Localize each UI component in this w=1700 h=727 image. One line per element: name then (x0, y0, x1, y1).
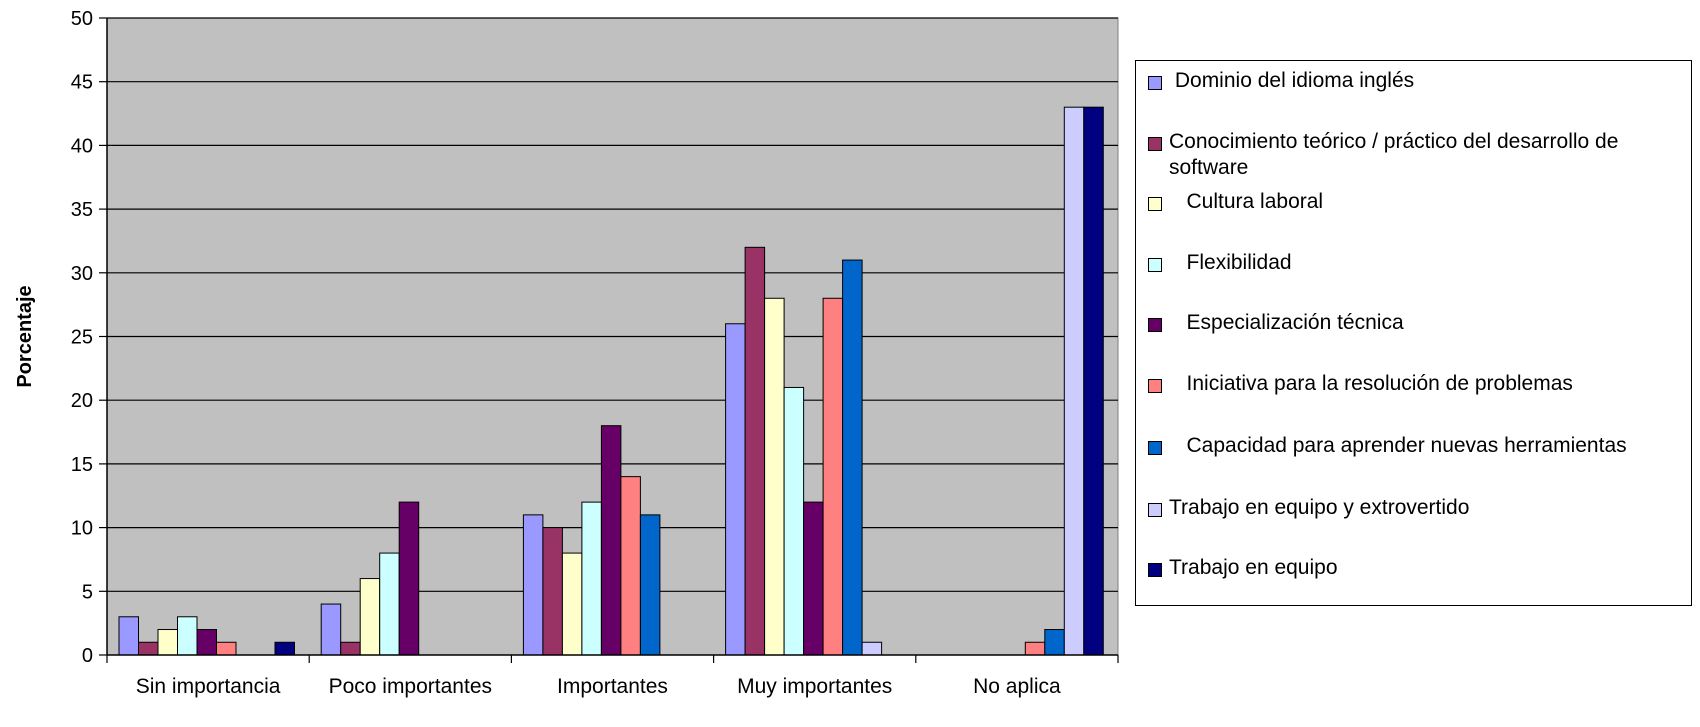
bar (581, 501, 602, 656)
y-tick-label: 10 (71, 518, 93, 540)
bar (620, 476, 641, 656)
y-tick-label: 20 (71, 390, 93, 412)
legend: Dominio del idioma inglés Conocimiento te… (1135, 60, 1692, 606)
bars (118, 106, 1104, 656)
y-tick-label: 5 (82, 581, 93, 603)
bar (842, 259, 863, 656)
bar (1083, 106, 1104, 656)
x-category-label: Importantes (557, 675, 668, 698)
y-tick-label: 35 (71, 199, 93, 221)
legend-item: Cultura laboral (1148, 189, 1678, 215)
bar (398, 501, 420, 656)
legend-label: Conocimiento teórico / práctico del desa… (1169, 130, 1625, 179)
legend-swatch (1148, 258, 1162, 272)
y-tick-label: 0 (82, 645, 93, 667)
legend-swatch (1148, 76, 1162, 90)
y-axis-title: Porcentaje (14, 285, 36, 387)
legend-label: Capacidad para aprender nuevas herramien… (1169, 434, 1627, 457)
bar (1044, 629, 1065, 656)
bar (1063, 106, 1085, 656)
y-tick-label: 15 (71, 454, 93, 476)
legend-label: Trabajo en equipo (1169, 556, 1338, 579)
bar (118, 616, 139, 656)
y-tick-label: 40 (71, 135, 93, 157)
bar (861, 641, 883, 656)
bar (379, 552, 400, 656)
bar (320, 603, 342, 656)
legend-swatch (1148, 503, 1162, 517)
bar (783, 386, 805, 656)
y-tick-label: 45 (71, 72, 93, 94)
legend-label: Cultura laboral (1169, 190, 1324, 213)
legend-item: Capacidad para aprender nuevas herramien… (1148, 433, 1678, 459)
legend-item: Dominio del idioma inglés (1148, 68, 1678, 94)
bar (274, 641, 295, 656)
x-category-label: Sin importancia (136, 675, 281, 698)
bar (639, 514, 661, 656)
legend-swatch (1148, 379, 1162, 393)
legend-label: Dominio del idioma inglés (1169, 69, 1415, 92)
bar (340, 641, 361, 656)
x-category-label: No aplica (973, 675, 1061, 698)
y-tick-labels: 0 5 10 15 20 25 30 35 40 45 50 (71, 8, 93, 667)
bar (216, 641, 237, 656)
legend-swatch (1148, 137, 1162, 151)
legend-swatch (1148, 197, 1162, 211)
legend-label: Flexibilidad (1169, 251, 1292, 274)
legend-item: Especialización técnica (1148, 310, 1678, 336)
x-category-label: Poco importantes (329, 675, 492, 698)
bar (1024, 641, 1046, 656)
legend-swatch (1148, 318, 1162, 332)
bar (542, 527, 563, 656)
legend-item: Trabajo en equipo (1148, 555, 1678, 581)
bar (764, 297, 785, 656)
legend-swatch (1148, 563, 1162, 577)
y-tick-label: 30 (71, 263, 93, 285)
gridlines (107, 17, 1118, 592)
bar (725, 323, 746, 656)
bar (522, 514, 544, 656)
bar (744, 246, 766, 656)
legend-item: Trabajo en equipo y extrovertido (1148, 495, 1678, 521)
y-tick-label: 25 (71, 327, 93, 349)
legend-item: Flexibilidad (1148, 250, 1678, 276)
bar (561, 552, 583, 656)
legend-item: Iniciativa para la resolución de problem… (1148, 371, 1678, 397)
legend-label: Especialización técnica (1169, 311, 1404, 334)
bar (157, 629, 178, 656)
bar (803, 501, 824, 656)
legend-swatch (1148, 441, 1162, 455)
bar-chart: 0 5 10 15 20 25 30 35 40 45 50 Sin importancia Poco… (14, 8, 1119, 698)
bar (196, 629, 217, 656)
bar (822, 297, 844, 656)
bar (600, 425, 622, 656)
legend-label: Trabajo en equipo y extrovertido (1169, 496, 1470, 519)
x-category-labels: Sin importancia Poco importantes Important… (136, 675, 1061, 698)
y-tick-label: 50 (71, 8, 93, 30)
bar (359, 578, 381, 656)
axes (99, 17, 1119, 663)
legend-item: Conocimiento teórico / práctico del desa… (1148, 129, 1678, 181)
x-category-label: Muy importantes (737, 675, 892, 698)
bar (177, 616, 198, 656)
legend-label: Iniciativa para la resolución de problem… (1169, 372, 1573, 395)
bar (138, 641, 159, 656)
